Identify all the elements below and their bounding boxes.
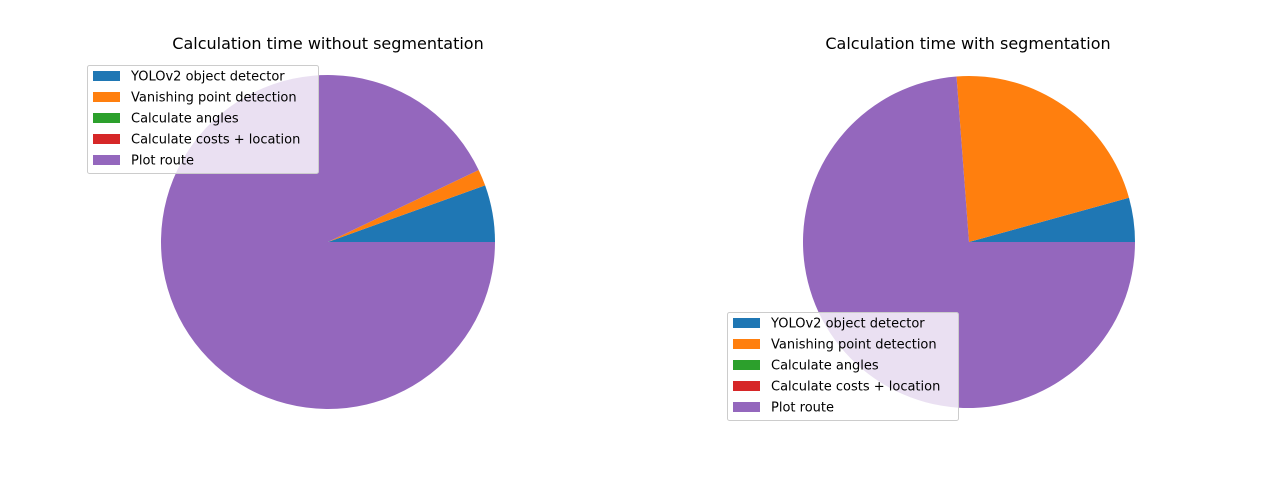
- legend-label-calculate-angles: Calculate angles: [131, 112, 239, 127]
- legend-swatch-calculate-costs-location: [93, 134, 120, 144]
- legend-label-plot-route: Plot route: [131, 154, 194, 169]
- legend: YOLOv2 object detector Vanishing point de…: [727, 312, 959, 421]
- legend-swatch-calculate-angles: [733, 360, 760, 370]
- legend-label-calculate-angles: Calculate angles: [771, 359, 879, 374]
- legend-frame: [87, 65, 319, 174]
- legend-label-calculate-costs-location: Calculate costs + location: [771, 380, 940, 395]
- legend: YOLOv2 object detector Vanishing point de…: [87, 65, 319, 174]
- legend-swatch-plot-route: [733, 402, 760, 412]
- legend-label-vanishing-point-detection: Vanishing point detection: [771, 338, 937, 353]
- pie-slice-vanishing-point-detection: [956, 75, 1129, 242]
- chart-title: Calculation time without segmentation: [172, 34, 483, 53]
- legend-label-calculate-costs-location: Calculate costs + location: [131, 133, 300, 148]
- legend-swatch-yolov2-object-detector: [93, 71, 120, 81]
- chart-with-segmentation: Calculation time with segmentation YOLOv…: [727, 34, 1135, 421]
- chart-without-segmentation: Calculation time without segmentation YO…: [87, 34, 495, 409]
- legend-frame: [727, 312, 959, 421]
- legend-swatch-vanishing-point-detection: [93, 92, 120, 102]
- legend-swatch-calculate-angles: [93, 113, 120, 123]
- legend-swatch-yolov2-object-detector: [733, 318, 760, 328]
- pie-slice-yolov2-object-detector: [969, 197, 1135, 242]
- legend-swatch-calculate-costs-location: [733, 381, 760, 391]
- legend-label-yolov2-object-detector: YOLOv2 object detector: [130, 70, 285, 85]
- chart-title: Calculation time with segmentation: [825, 34, 1110, 53]
- legend-swatch-plot-route: [93, 155, 120, 165]
- pie-slice-vanishing-point-detection: [328, 169, 486, 242]
- legend-swatch-vanishing-point-detection: [733, 339, 760, 349]
- pie-slice-yolov2-object-detector: [328, 185, 495, 242]
- legend-label-plot-route: Plot route: [771, 401, 834, 416]
- legend-label-vanishing-point-detection: Vanishing point detection: [131, 91, 297, 106]
- legend-label-yolov2-object-detector: YOLOv2 object detector: [770, 317, 925, 332]
